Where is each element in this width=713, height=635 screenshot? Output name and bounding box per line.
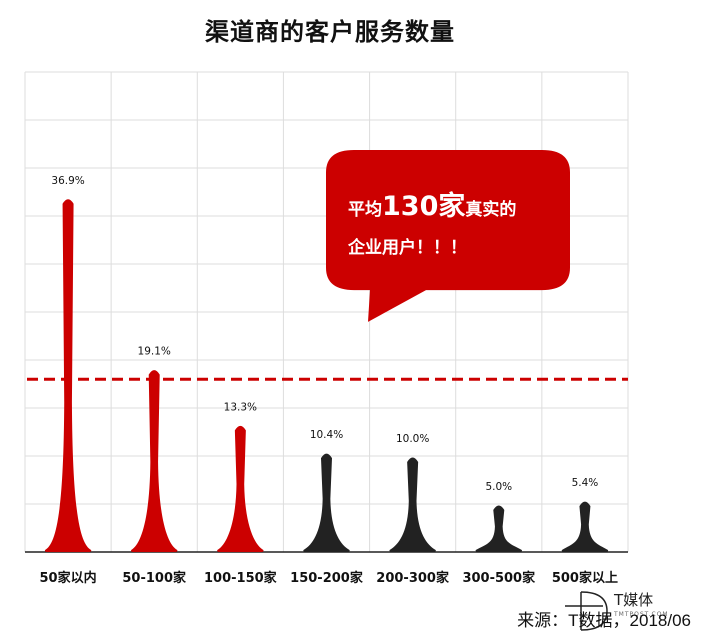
x-tick-label: 150-200家 xyxy=(290,570,364,586)
x-tick-label: 200-300家 xyxy=(376,570,450,586)
x-tick-label: 300-500家 xyxy=(462,570,536,586)
callout-line2: 企业用户！！！ xyxy=(348,238,467,258)
callout-suffix: 真实的 xyxy=(465,200,517,220)
x-tick-label: 100-150家 xyxy=(204,570,278,586)
bar-7 xyxy=(561,501,609,552)
x-tick-label: 500家以上 xyxy=(552,570,618,586)
data-label: 13.3% xyxy=(224,401,257,413)
bar-2 xyxy=(131,370,178,552)
data-label: 5.0% xyxy=(485,481,512,493)
logo-icon xyxy=(565,591,608,631)
callout-prefix: 平均 xyxy=(348,200,382,220)
data-label: 10.4% xyxy=(310,429,343,441)
source-note: 来源：T数据，2018/06 xyxy=(517,611,691,630)
callout-text: 平均130家真实的 企业用户！！！ xyxy=(348,188,563,267)
callout-bubble xyxy=(326,150,570,322)
bar-1 xyxy=(44,199,92,552)
data-label: 36.9% xyxy=(51,175,84,187)
bar-6 xyxy=(475,505,522,552)
x-tick-label: 50家以内 xyxy=(40,570,97,586)
x-tick-label: 50-100家 xyxy=(122,570,187,586)
data-label: 10.0% xyxy=(396,433,429,445)
bar-5 xyxy=(389,457,436,552)
bar-3 xyxy=(217,425,264,552)
logo-sub: TMTPOST.COM xyxy=(614,611,669,618)
bar-4 xyxy=(303,453,350,552)
logo-name: T媒体 xyxy=(614,591,654,609)
data-label: 19.1% xyxy=(138,346,171,358)
callout-number: 130家 xyxy=(382,191,466,222)
chart-title: 渠道商的客户服务数量 xyxy=(205,18,455,46)
data-label: 5.4% xyxy=(572,477,599,489)
